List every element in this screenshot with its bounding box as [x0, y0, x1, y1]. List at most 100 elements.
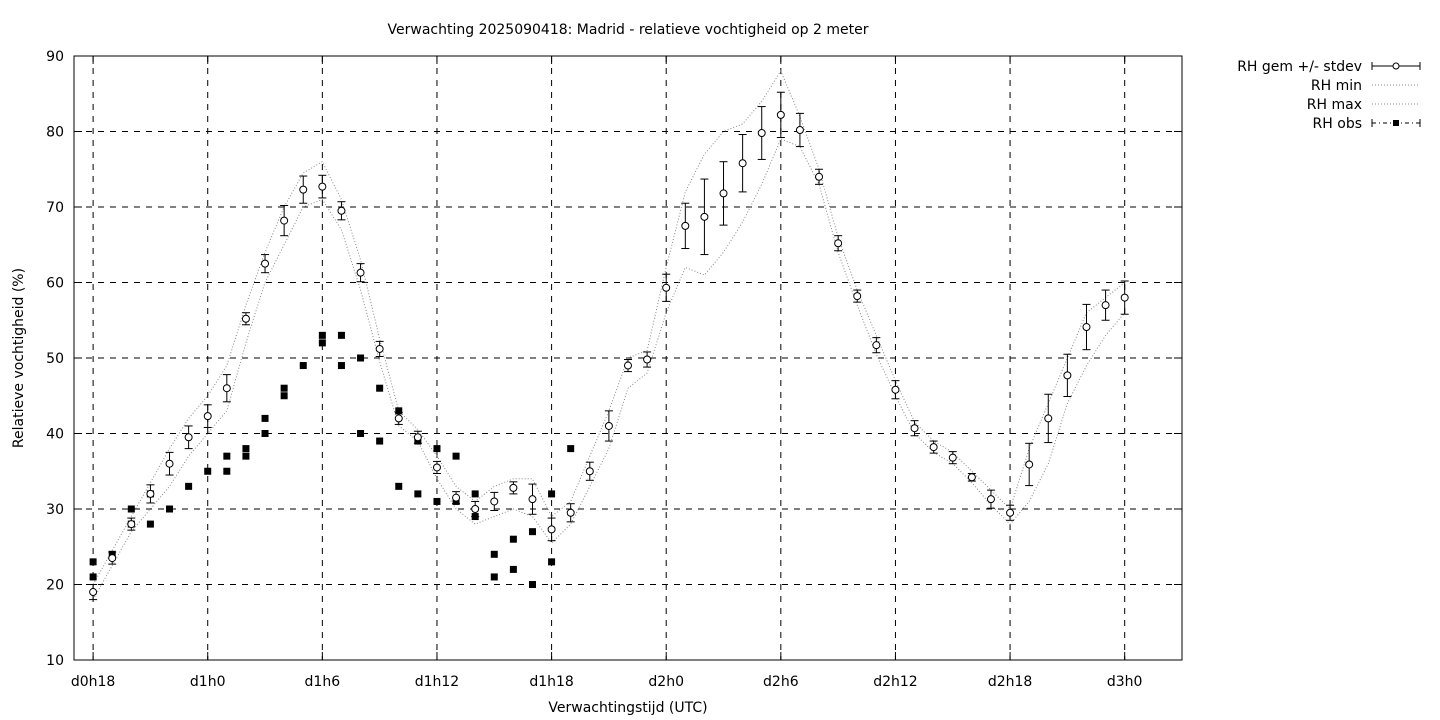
rh-mean-point: [509, 483, 518, 492]
rh-mean-point: [241, 314, 250, 323]
rh-obs-point: [395, 482, 403, 490]
rh-obs-point: [166, 505, 174, 513]
rh-mean-point: [1063, 371, 1072, 380]
legend-label: RH obs: [1313, 116, 1362, 132]
legend-label: RH min: [1311, 78, 1362, 94]
legend-marker-obs: [1393, 120, 1399, 126]
rh-mean-point: [203, 412, 212, 421]
x-tick-label: d0h18: [71, 674, 115, 690]
rh-mean-point: [891, 385, 900, 394]
rh-obs-point: [414, 490, 422, 498]
y-tick-label: 10: [46, 653, 64, 669]
rh-mean-point: [776, 110, 785, 119]
tick-layer: 10 20 30 40 50 60 70 80 90 d0h18 d1h0 d1h6 d1h12 d1h1…: [46, 49, 1182, 690]
x-tick-label: d1h12: [415, 674, 459, 690]
chart-title: Verwachting 2025090418: Madrid - relatie…: [388, 22, 869, 38]
rh-mean-point: [108, 554, 117, 563]
rh-mean-point: [89, 588, 98, 597]
rh-mean-point: [356, 268, 365, 277]
rh-obs-point: [376, 437, 384, 445]
x-tick-label: d1h0: [190, 674, 226, 690]
rh-obs-point: [204, 467, 212, 475]
rh-mean-point: [375, 344, 384, 353]
rh-mean-point: [1025, 460, 1034, 469]
legend: RH gem +/- stdev RH min RH max RH obs: [1237, 59, 1421, 132]
rh-obs-point: [299, 362, 307, 370]
y-tick-label: 80: [46, 125, 64, 141]
rh-mean-point: [280, 216, 289, 225]
rh-mean-point: [853, 292, 862, 301]
rh-mean-point: [299, 185, 308, 194]
rh-max-line: [92, 70, 1126, 585]
y-tick-label: 70: [46, 200, 64, 216]
y-tick-label: 50: [46, 351, 64, 367]
rh-obs-point: [395, 407, 403, 415]
rh-obs-point: [548, 490, 556, 498]
rh-mean-point: [604, 421, 613, 430]
rh-mean-point: [146, 489, 155, 498]
rh-min-line: [92, 138, 1126, 600]
rh-mean-point: [1120, 293, 1129, 302]
rh-obs-point: [337, 331, 345, 339]
rh-obs-point: [357, 430, 365, 437]
rh-obs-point: [261, 414, 269, 422]
rh-obs-point: [490, 550, 498, 558]
rh-mean-point: [471, 505, 480, 513]
rh-obs-point: [528, 528, 536, 536]
rh-mean-point: [1101, 301, 1110, 310]
rh-obs-point: [127, 505, 135, 513]
x-tick-label: d1h18: [529, 674, 573, 690]
rh-mean-point: [413, 433, 422, 442]
rh-mean-point: [394, 414, 403, 423]
rh-obs-point: [433, 445, 441, 453]
obs-layer: [89, 331, 575, 588]
x-tick-label: d2h6: [763, 674, 799, 690]
rh-mean-point: [222, 384, 231, 393]
rh-mean-point: [547, 525, 556, 534]
rh-mean-point: [700, 212, 709, 221]
rh-mean-point: [165, 459, 174, 468]
rh-mean-point: [566, 508, 575, 517]
legend-label: RH max: [1307, 97, 1362, 113]
x-axis-label: Verwachtingstijd (UTC): [548, 700, 707, 716]
rh-mean-point: [337, 206, 346, 215]
rh-mean-point: [1044, 414, 1053, 423]
rh-obs-point: [528, 581, 536, 588]
rh-mean-point: [738, 159, 747, 168]
rh-obs-point: [242, 445, 250, 453]
grid-layer: [74, 56, 1182, 660]
rh-obs-point: [567, 445, 575, 453]
rh-obs-point: [318, 331, 326, 339]
rh-mean-point: [815, 172, 824, 181]
rh-mean-point: [318, 182, 327, 191]
rh-mean-point: [681, 221, 690, 230]
x-tick-label: d1h6: [305, 674, 341, 690]
rh-mean-point: [948, 453, 957, 462]
rh-obs-point: [433, 497, 441, 505]
rh-mean-point: [662, 283, 671, 292]
y-tick-label: 20: [46, 578, 64, 594]
rh-mean-point: [261, 259, 270, 268]
y-tick-label: 40: [46, 427, 64, 443]
rh-obs-point: [223, 452, 231, 460]
y-axis-label: Relatieve vochtigheid (%): [11, 268, 27, 448]
rh-mean-point: [795, 125, 804, 134]
rh-obs-point: [452, 452, 460, 460]
rh-mean-point: [490, 497, 499, 506]
rh-obs-point: [509, 535, 517, 543]
rh-obs-point: [548, 558, 556, 566]
band-layer: [92, 70, 1126, 600]
legend-marker-mean: [1392, 62, 1400, 70]
rh-mean-point: [872, 341, 881, 350]
rh-mean-point: [1006, 508, 1015, 517]
rh-obs-point: [471, 490, 479, 498]
rh-obs-point: [509, 565, 517, 573]
rh-mean-point: [624, 361, 632, 370]
rh-obs-point: [490, 573, 498, 581]
legend-label: RH gem +/- stdev: [1237, 59, 1362, 75]
rh-obs-point: [280, 384, 288, 392]
rh-obs-point: [357, 354, 365, 362]
rh-mean-point: [910, 424, 919, 433]
rh-mean-point: [986, 495, 995, 504]
rh-obs-point: [261, 430, 269, 437]
